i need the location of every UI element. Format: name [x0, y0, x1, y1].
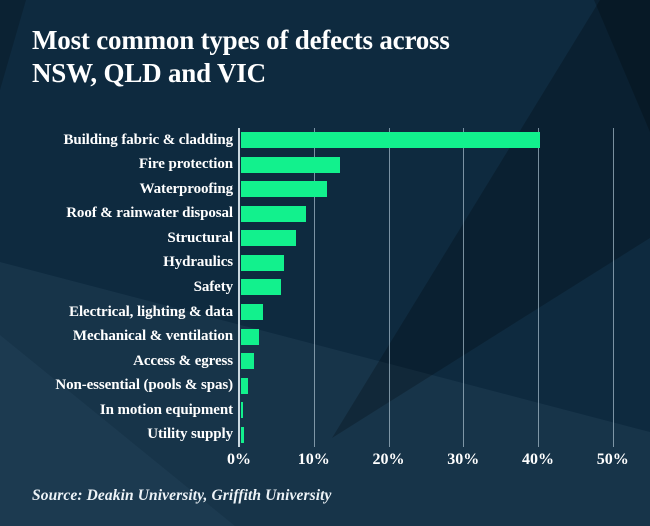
category-label: Electrical, lighting & data [69, 303, 233, 320]
bar [241, 205, 307, 222]
category-label: Access & egress [133, 352, 233, 369]
bar-row: Utility supply [0, 422, 650, 447]
category-label: Fire protection [138, 156, 233, 173]
bar-row: In motion equipment [0, 398, 650, 423]
bar [241, 132, 541, 149]
gridline [612, 128, 614, 447]
category-label: Safety [193, 278, 233, 295]
bar [241, 426, 244, 443]
x-axis: 0% 10% 20% 30% 40% 50% [227, 451, 630, 473]
bar-row: Building fabric & cladding [0, 128, 650, 153]
bar [241, 230, 296, 247]
x-axis-tick-label: 10% [297, 451, 330, 468]
bar [241, 181, 327, 198]
bar-row: Roof & rainwater disposal [0, 202, 650, 227]
bar-rows: Building fabric & cladding Fire protectio… [0, 128, 650, 447]
bar [241, 279, 281, 296]
bar-row: Access & egress [0, 349, 650, 374]
bar [241, 328, 259, 345]
bar-row: Structural [0, 226, 650, 251]
bar-row: Non-essential (pools & spas) [0, 373, 650, 398]
bar [241, 156, 340, 173]
bar [241, 377, 248, 394]
bar [241, 353, 255, 370]
gridline [388, 128, 390, 447]
category-label: Structural [167, 229, 233, 246]
bar-chart: Building fabric & cladding Fire protectio… [0, 128, 650, 447]
chart-title-line1: Most common types of defects across [32, 25, 450, 55]
bar [241, 304, 263, 321]
gridline [313, 128, 315, 447]
gridline [538, 128, 540, 447]
chart-title-line2: NSW, QLD and VIC [32, 58, 266, 88]
bar-row: Fire protection [0, 153, 650, 178]
gridline [463, 128, 465, 447]
bar-row: Waterproofing [0, 177, 650, 202]
category-label: Mechanical & ventilation [72, 328, 233, 345]
zero-axis-line [238, 128, 240, 447]
category-label: Utility supply [147, 426, 233, 443]
bar [241, 402, 244, 419]
bar [241, 254, 285, 271]
x-axis-tick-label: 40% [522, 451, 555, 468]
x-axis-tick-label: 20% [372, 451, 405, 468]
category-label: Building fabric & cladding [63, 131, 233, 148]
bar-row: Safety [0, 275, 650, 300]
chart-title: Most common types of defects across NSW,… [32, 24, 632, 90]
plot-area [238, 128, 630, 447]
x-axis-tick-label: 30% [447, 451, 480, 468]
category-label: Non-essential (pools & spas) [55, 377, 233, 394]
category-label: Waterproofing [139, 180, 234, 197]
category-label: In motion equipment [99, 401, 233, 418]
category-label: Hydraulics [163, 254, 233, 271]
source-credit: Source: Deakin University, Griffith Univ… [32, 487, 332, 504]
category-label: Roof & rainwater disposal [66, 205, 233, 222]
x-axis-tick-label: 0% [227, 451, 251, 468]
x-axis-tick-label: 50% [596, 451, 629, 468]
bar-row: Electrical, lighting & data [0, 300, 650, 325]
bar-row: Mechanical & ventilation [0, 324, 650, 349]
bar-row: Hydraulics [0, 251, 650, 276]
